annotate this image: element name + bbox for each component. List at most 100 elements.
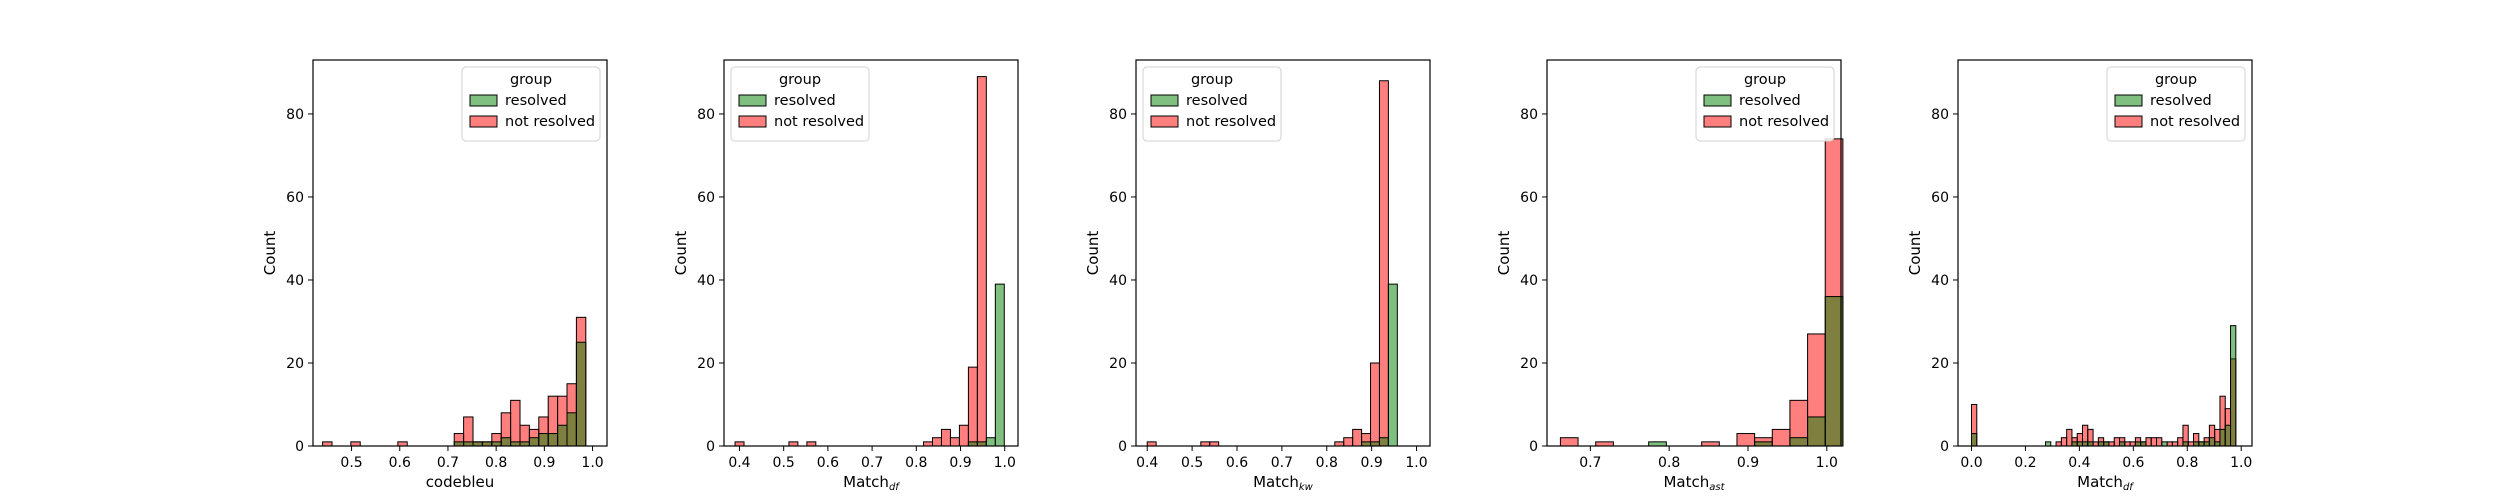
x-tick-label: 1.0 [1816, 455, 1838, 471]
bar-not-resolved [2060, 437, 2068, 447]
bar-resolved [976, 441, 987, 447]
x-tick-label: 0.9 [949, 455, 971, 471]
bar-not-resolved [2166, 441, 2173, 447]
legend-title: group [510, 72, 552, 88]
bar-resolved [1387, 283, 1398, 447]
bar-not-resolved [2150, 437, 2158, 447]
bar-resolved [2161, 441, 2168, 447]
bar-resolved [1807, 416, 1826, 447]
y-tick-label: 60 [1520, 190, 1538, 206]
bar-resolved [985, 437, 996, 447]
bar-resolved [2119, 441, 2126, 447]
x-tick-label: 0.6 [1226, 455, 1248, 471]
y-axis-title: Count [261, 231, 279, 276]
bar-resolved [2071, 441, 2078, 447]
x-axis-title: codebleu [426, 473, 495, 491]
y-tick-label: 60 [1931, 190, 1949, 206]
bar-not-resolved [2113, 437, 2121, 447]
y-tick-label: 40 [1109, 273, 1127, 289]
y-tick-label: 80 [1520, 107, 1538, 123]
legend-swatch-not-resolved [469, 115, 498, 128]
bar-resolved [2198, 441, 2205, 447]
bar-not-resolved [940, 428, 951, 447]
bar-not-resolved [1559, 437, 1579, 447]
y-tick-label: 40 [1520, 273, 1538, 289]
bar-not-resolved [2171, 441, 2179, 447]
chart-panel-4: 0.7 0.8 0.9 1.0 0 20 40 60 80 Count Matchast group r… [1495, 59, 1844, 493]
x-tick-label: 0.0 [1960, 455, 1982, 471]
bar-not-resolved [322, 441, 333, 447]
axes-frame [723, 59, 1019, 447]
x-tick-label: 1.0 [994, 455, 1016, 471]
y-tick-label: 20 [286, 356, 304, 372]
axes-frame [1135, 59, 1431, 447]
x-tick-label: 0.4 [1136, 455, 1158, 471]
bar-resolved [2045, 441, 2052, 447]
x-axis-title: Matchdf [2077, 473, 2134, 493]
x-tick-label: 0.5 [1181, 455, 1203, 471]
x-tick-label: 1.0 [581, 455, 603, 471]
bar-resolved [1378, 437, 1389, 447]
legend-swatch-not-resolved [1703, 115, 1732, 128]
bar-resolved [2208, 437, 2216, 447]
legend-label-not-resolved: not resolved [774, 114, 864, 130]
bar-not-resolved [510, 399, 521, 447]
bar-resolved [2182, 441, 2189, 447]
x-tick-label: 0.6 [2122, 455, 2144, 471]
x-tick-label: 0.2 [2014, 455, 2036, 471]
y-tick-label: 80 [1109, 107, 1127, 123]
legend-label-resolved: resolved [505, 93, 567, 109]
bar-resolved [519, 441, 530, 447]
x-tick-label: 0.8 [485, 455, 507, 471]
bar-resolved [1648, 441, 1667, 447]
x-tick-label: 0.9 [533, 455, 555, 471]
bar-resolved [2219, 428, 2226, 447]
bar-resolved [557, 424, 568, 447]
bar-resolved [2087, 441, 2094, 447]
bar-resolved [1970, 433, 1978, 447]
bar-not-resolved [397, 441, 408, 447]
legend: group resolved not resolved [1142, 66, 1282, 142]
bar-resolved [472, 441, 483, 447]
bar-not-resolved [932, 437, 942, 447]
x-tick-label: 0.7 [1271, 455, 1293, 471]
bar-not-resolved [1343, 437, 1354, 447]
legend: group resolved not resolved [2106, 66, 2246, 142]
bar-not-resolved [1595, 441, 1614, 447]
legend-label-resolved: resolved [1739, 93, 1801, 109]
x-axis-title: Matchast [1663, 473, 1725, 493]
x-axis-title: Matchkw [1253, 473, 1314, 493]
bar-not-resolved [1200, 441, 1211, 447]
bar-not-resolved [1146, 441, 1157, 447]
y-tick-label: 20 [1520, 356, 1538, 372]
bar-not-resolved [967, 366, 978, 447]
y-tick-label: 0 [1529, 439, 1538, 455]
bar-not-resolved [2092, 441, 2099, 447]
bar-resolved [547, 433, 559, 447]
bar-not-resolved [1771, 428, 1791, 447]
bar-not-resolved [2124, 441, 2131, 447]
legend-swatch-resolved [2114, 94, 2143, 107]
bar-resolved [528, 437, 540, 447]
bar-resolved [2230, 325, 2237, 447]
bar-resolved [481, 441, 493, 447]
bar-not-resolved [2156, 437, 2163, 447]
bar-not-resolved [2129, 441, 2136, 447]
legend-label-not-resolved: not resolved [2150, 114, 2240, 130]
y-tick-label: 60 [1109, 190, 1127, 206]
y-tick-label: 0 [295, 439, 304, 455]
x-tick-label: 0.8 [2176, 455, 2198, 471]
bar-not-resolved [2187, 441, 2195, 447]
x-tick-label: 1.0 [1405, 455, 1427, 471]
legend-label-not-resolved: not resolved [505, 114, 595, 130]
bar-resolved [2103, 441, 2110, 447]
bar-resolved [2193, 441, 2200, 447]
x-tick-label: 0.6 [817, 455, 839, 471]
bar-resolved [2203, 441, 2210, 447]
x-tick-label: 0.5 [340, 455, 362, 471]
y-tick-label: 80 [286, 107, 304, 123]
bar-not-resolved [806, 441, 817, 447]
bar-resolved [1789, 437, 1809, 447]
bar-resolved [510, 441, 521, 447]
